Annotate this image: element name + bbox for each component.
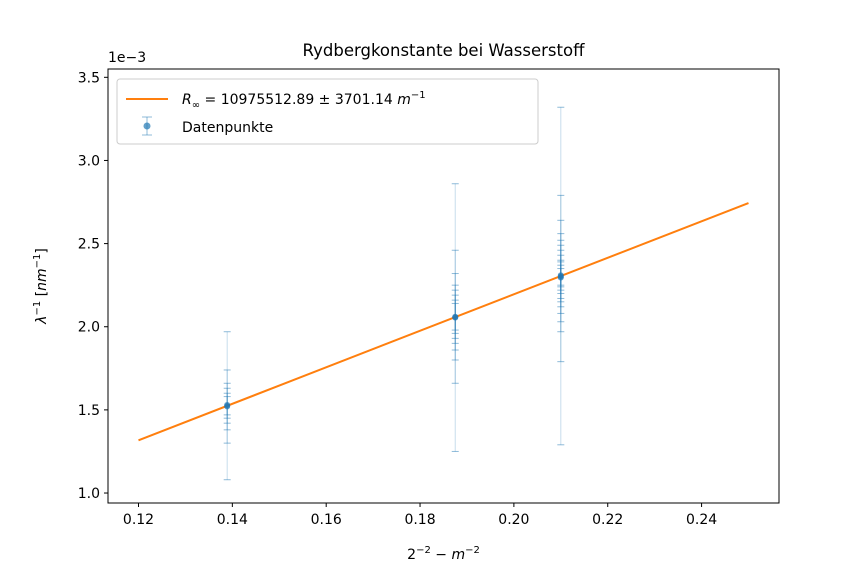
data-point bbox=[452, 314, 459, 321]
y-tick-label: 3.5 bbox=[78, 70, 100, 86]
legend-fit-label: R∞ = 10975512.89 ± 3701.14 m−1 bbox=[182, 90, 426, 111]
y-tick-label: 2.5 bbox=[78, 237, 100, 253]
legend: R∞ = 10975512.89 ± 3701.14 m−1 Datenpunk… bbox=[116, 78, 539, 145]
chart-title: Rydbergkonstante bei Wasserstoff bbox=[303, 41, 586, 60]
y-tick-label: 3.0 bbox=[78, 153, 100, 169]
legend-box bbox=[116, 78, 539, 145]
plot-frame bbox=[107, 68, 780, 504]
points-layer bbox=[224, 272, 564, 410]
fit-layer bbox=[138, 202, 749, 442]
fit-line bbox=[138, 202, 749, 442]
x-tick-label: 0.18 bbox=[404, 512, 435, 528]
x-axis-ticks: 0.12 0.14 0.16 0.18 0.20 0.22 0.24 bbox=[123, 503, 717, 528]
x-tick-label: 0.24 bbox=[686, 512, 717, 528]
x-tick-label: 0.16 bbox=[311, 512, 342, 528]
data-point bbox=[557, 272, 564, 279]
legend-data-swatch bbox=[142, 116, 152, 136]
y-axis-label: λ−1 [nm−1] bbox=[32, 248, 50, 325]
y-offset-text: 1e−3 bbox=[108, 50, 146, 66]
y-tick-label: 1.0 bbox=[78, 486, 100, 502]
legend-data-label: Datenpunkte bbox=[182, 120, 273, 136]
data-point bbox=[224, 401, 231, 408]
y-tick-label: 2.0 bbox=[78, 320, 100, 336]
x-tick-label: 0.14 bbox=[217, 512, 248, 528]
legend-point-marker bbox=[143, 122, 151, 130]
x-tick-label: 0.20 bbox=[498, 512, 529, 528]
y-axis-ticks: 1.0 1.5 2.0 2.5 3.0 3.5 bbox=[78, 70, 108, 502]
y-tick-label: 1.5 bbox=[78, 403, 100, 419]
x-tick-label: 0.22 bbox=[592, 512, 623, 528]
x-axis-label: 2−2 − m−2 bbox=[407, 545, 480, 563]
x-tick-label: 0.12 bbox=[123, 512, 154, 528]
